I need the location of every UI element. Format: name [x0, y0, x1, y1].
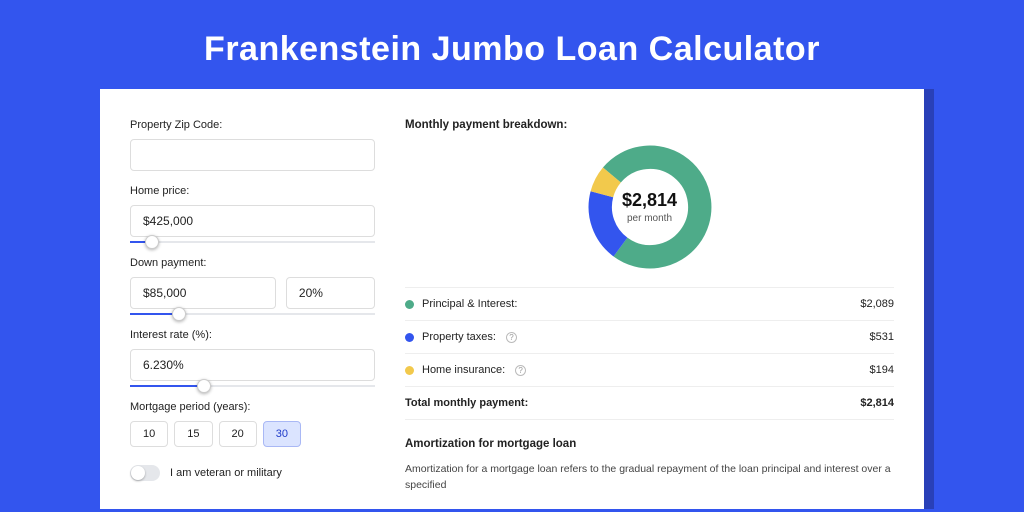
info-icon[interactable]: ?: [506, 332, 517, 343]
legend-value: $531: [870, 331, 894, 343]
total-label: Total monthly payment:: [405, 397, 528, 409]
down-payment-slider[interactable]: [130, 313, 375, 315]
breakdown-column: Monthly payment breakdown: $2,814 per mo…: [395, 89, 924, 509]
period-button-15[interactable]: 15: [174, 421, 212, 447]
legend-value: $194: [870, 364, 894, 376]
legend-dot: [405, 333, 414, 342]
donut-sub: per month: [627, 213, 672, 224]
legend-row: Home insurance:? $194: [405, 354, 894, 387]
donut-center: $2,814 per month: [586, 143, 714, 271]
calculator-card: Property Zip Code: Home price: Down paym…: [100, 89, 924, 509]
home-price-input[interactable]: [130, 205, 375, 237]
period-button-group: 1015 2030: [130, 421, 375, 447]
total-value: $2,814: [860, 397, 894, 409]
breakdown-title: Monthly payment breakdown:: [405, 119, 894, 131]
toggle-knob: [131, 466, 145, 480]
down-payment-field: Down payment:: [130, 257, 375, 315]
legend-label: Principal & Interest:: [422, 298, 517, 310]
home-price-label: Home price:: [130, 185, 375, 197]
legend-row: Property taxes:? $531: [405, 321, 894, 354]
legend-dot: [405, 300, 414, 309]
amortization-text: Amortization for a mortgage loan refers …: [405, 462, 894, 494]
interest-rate-input[interactable]: [130, 349, 375, 381]
zip-field: Property Zip Code:: [130, 119, 375, 171]
amortization-title: Amortization for mortgage loan: [405, 438, 894, 450]
legend-label: Property taxes:: [422, 331, 496, 343]
zip-input[interactable]: [130, 139, 375, 171]
home-price-field: Home price:: [130, 185, 375, 243]
zip-label: Property Zip Code:: [130, 119, 375, 131]
period-button-10[interactable]: 10: [130, 421, 168, 447]
legend-label: Home insurance:: [422, 364, 505, 376]
donut-chart: $2,814 per month: [586, 143, 714, 271]
legend-value: $2,089: [860, 298, 894, 310]
down-payment-pct-input[interactable]: [286, 277, 375, 309]
legend-total-row: Total monthly payment: $2,814: [405, 387, 894, 420]
form-column: Property Zip Code: Home price: Down paym…: [100, 89, 395, 509]
legend-row: Principal & Interest: $2,089: [405, 288, 894, 321]
mortgage-period-field: Mortgage period (years): 1015 2030: [130, 401, 375, 447]
mortgage-period-label: Mortgage period (years):: [130, 401, 375, 413]
interest-rate-field: Interest rate (%):: [130, 329, 375, 387]
down-payment-input[interactable]: [130, 277, 276, 309]
home-price-slider[interactable]: [130, 241, 375, 243]
legend-dot: [405, 366, 414, 375]
period-button-30[interactable]: 30: [263, 421, 301, 447]
veteran-row: I am veteran or military: [130, 465, 375, 481]
legend: Principal & Interest: $2,089 Property taxe…: [405, 287, 894, 420]
down-payment-label: Down payment:: [130, 257, 375, 269]
period-button-20[interactable]: 20: [219, 421, 257, 447]
info-icon[interactable]: ?: [515, 365, 526, 376]
veteran-label: I am veteran or military: [170, 467, 282, 479]
interest-rate-label: Interest rate (%):: [130, 329, 375, 341]
donut-value: $2,814: [622, 190, 677, 211]
amortization-section: Amortization for mortgage loan Amortizat…: [405, 438, 894, 494]
interest-rate-slider[interactable]: [130, 385, 375, 387]
donut-wrap: $2,814 per month: [405, 135, 894, 287]
page-title: Frankenstein Jumbo Loan Calculator: [0, 0, 1024, 89]
veteran-toggle[interactable]: [130, 465, 160, 481]
